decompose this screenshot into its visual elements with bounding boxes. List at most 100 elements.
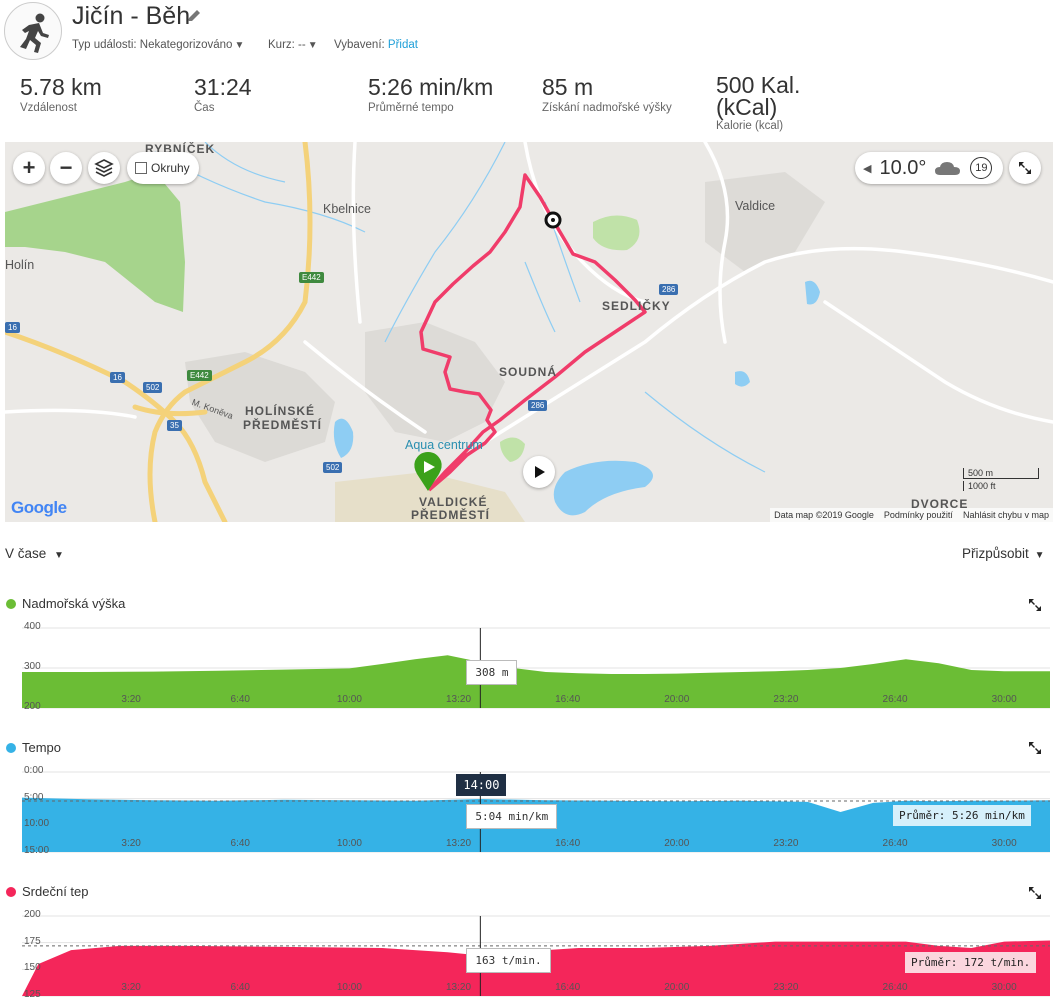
- gear-field: Vybavení: Přidat: [334, 39, 418, 51]
- road-shield: E442: [299, 272, 324, 283]
- fit-select[interactable]: Přizpůsobit ▼: [962, 546, 1044, 561]
- heart-rate-y-tick: 150: [24, 962, 41, 974]
- weather-widget[interactable]: ◀ 10.0° 19: [855, 152, 1003, 184]
- stat-value: 5:26 min/km: [368, 74, 494, 100]
- cloud-icon: [935, 162, 961, 175]
- road-shield: 16: [5, 322, 20, 333]
- elevation-x-tick: 3:20: [121, 694, 141, 705]
- activity-header: Jičín - Běh Typ události: Nekategorizová…: [0, 0, 1058, 62]
- pace-chart[interactable]: 0:00 5:00 10:00 15:00 3:20 6:40 10:00 13:20 16:4…: [0, 764, 1058, 856]
- activity-type-avatar: [4, 2, 62, 60]
- x-axis-mode-select[interactable]: V čase ▼: [5, 546, 64, 561]
- heart-rate-x-tick: 13:20: [446, 982, 472, 993]
- road-shield: 502: [143, 382, 163, 393]
- pace-x-tick: 3:20: [121, 838, 141, 849]
- scale-imperial: 1000 ft: [963, 481, 1009, 491]
- elevation-chart-svg: [22, 627, 1050, 709]
- plus-icon: +: [22, 155, 36, 180]
- elevation-x-tick: 23:20: [773, 694, 799, 705]
- elevation-x-tick: 20:00: [664, 694, 690, 705]
- heart-rate-average-label: Průměr: 172 t/min.: [905, 951, 1037, 973]
- map-layers-button[interactable]: [88, 152, 120, 184]
- add-gear-link[interactable]: Přidat: [387, 39, 418, 51]
- heart-rate-x-tick: 3:20: [121, 982, 141, 993]
- pace-x-tick: 20:00: [664, 838, 690, 849]
- expand-heart-rate-chart-icon[interactable]: [1028, 886, 1042, 900]
- map-label-valdicke-2: PŘEDMĚSTÍ: [411, 508, 491, 522]
- layers-icon: [94, 159, 114, 177]
- road-shield: 286: [659, 284, 679, 295]
- elevation-area: [22, 655, 1050, 708]
- heart-rate-x-tick: 23:20: [773, 982, 799, 993]
- stat-avg-pace: 5:26 min/km Průměrné tempo: [368, 74, 493, 114]
- caret-down-icon: ▼: [307, 40, 318, 51]
- pace-y-tick: 15:00: [24, 845, 50, 856]
- elevation-y-tick: 300: [24, 661, 41, 672]
- map-label-aqua-centrum: Aqua centrum: [405, 438, 483, 452]
- heart-rate-x-tick: 10:00: [336, 982, 362, 993]
- stat-label: Čas: [194, 102, 215, 114]
- weather-temperature: 10.0°: [879, 156, 927, 179]
- course-label: Kurz: --: [268, 39, 306, 51]
- pencil-edit-icon[interactable]: [186, 8, 202, 24]
- zoom-out-button[interactable]: −: [50, 152, 82, 184]
- pace-title-text: Tempo: [22, 740, 62, 755]
- event-type-label: Typ události: Nekategorizováno: [72, 39, 233, 51]
- elevation-x-tick: 16:40: [555, 694, 581, 705]
- stat-value: 85 m: [542, 74, 594, 100]
- map-label-valdicke-1: VALDICKÉ: [419, 495, 488, 509]
- heart-rate-x-tick: 6:40: [230, 982, 250, 993]
- road-shield: 286: [528, 400, 548, 411]
- running-person-icon: [20, 13, 49, 53]
- stat-label: Kalorie (kcal): [716, 120, 784, 132]
- expand-elevation-chart-icon[interactable]: [1028, 598, 1042, 612]
- pace-x-tick: 23:20: [773, 838, 799, 849]
- map-attribution: Data map ©2019 Google Podmínky použití N…: [770, 508, 1053, 522]
- play-route-button[interactable]: [523, 456, 555, 488]
- report-error-link[interactable]: Nahlásit chybu v map: [962, 510, 1049, 520]
- laps-toggle[interactable]: Okruhy: [127, 152, 199, 184]
- x-axis-mode-label: V čase: [5, 546, 47, 561]
- stat-value: 500 Kal. (kCal): [716, 72, 801, 120]
- stat-value: 5.78 km: [20, 74, 102, 100]
- heart-rate-x-tick: 26:40: [882, 982, 908, 993]
- elevation-chart[interactable]: 400 300 200 3:20 6:40 10:00 13:20 16:40 20:00 23:…: [0, 620, 1058, 712]
- map-scale: 500 m 1000 ft: [963, 468, 1039, 491]
- route-end-marker[interactable]: [544, 211, 562, 229]
- elevation-y-tick: 400: [24, 621, 41, 632]
- google-logo-text: Google: [11, 498, 67, 517]
- stat-elevation-gain: 85 m Získání nadmořské výšky: [542, 74, 672, 114]
- stat-label: Získání nadmořské výšky: [542, 102, 672, 114]
- route-start-marker[interactable]: [413, 450, 443, 492]
- caret-down-icon: ▼: [54, 550, 64, 561]
- laps-checkbox[interactable]: [135, 162, 147, 174]
- map-label-kbelnice: Kbelnice: [323, 202, 371, 216]
- map-label-holin: Holín: [5, 258, 35, 272]
- expand-pace-chart-icon[interactable]: [1028, 741, 1042, 755]
- course-select[interactable]: Kurz: -- ▼: [268, 39, 318, 51]
- elevation-x-tick: 30:00: [991, 694, 1017, 705]
- zoom-in-button[interactable]: +: [13, 152, 45, 184]
- chevron-left-icon[interactable]: ◀: [863, 162, 872, 175]
- stat-label: Vzdálenost: [20, 102, 77, 114]
- map-label-dvorce: DVORCE: [911, 497, 969, 511]
- activity-title[interactable]: Jičín - Běh: [72, 2, 191, 30]
- pace-x-tick: 10:00: [336, 838, 362, 849]
- pace-x-tick: 26:40: [882, 838, 908, 849]
- pace-x-tick: 13:20: [446, 838, 472, 849]
- google-logo: Google: [11, 498, 67, 518]
- gear-label: Vybavení:: [334, 39, 385, 51]
- elevation-legend-dot: [6, 598, 16, 609]
- map-fullscreen-button[interactable]: [1009, 152, 1041, 184]
- map-label-valdice: Valdice: [735, 199, 776, 213]
- elevation-x-tick: 13:20: [446, 694, 472, 705]
- event-type-select[interactable]: Typ události: Nekategorizováno ▼: [72, 39, 244, 51]
- pace-tooltip: 5:04 min/km: [466, 804, 558, 829]
- elevation-title-text: Nadmořská výška: [22, 596, 126, 611]
- terms-link[interactable]: Podmínky použití: [883, 510, 953, 520]
- route-map[interactable]: RYBNÍČEK Kbelnice Valdice Holín SEDLIČKY…: [5, 142, 1053, 522]
- play-icon: [535, 466, 545, 478]
- laps-label: Okruhy: [151, 161, 190, 175]
- heart-rate-chart[interactable]: 200 175 150 125 3:20 6:40 10:00 13:20 16:40 20:00…: [0, 908, 1058, 1000]
- elevation-x-tick: 6:40: [230, 694, 250, 705]
